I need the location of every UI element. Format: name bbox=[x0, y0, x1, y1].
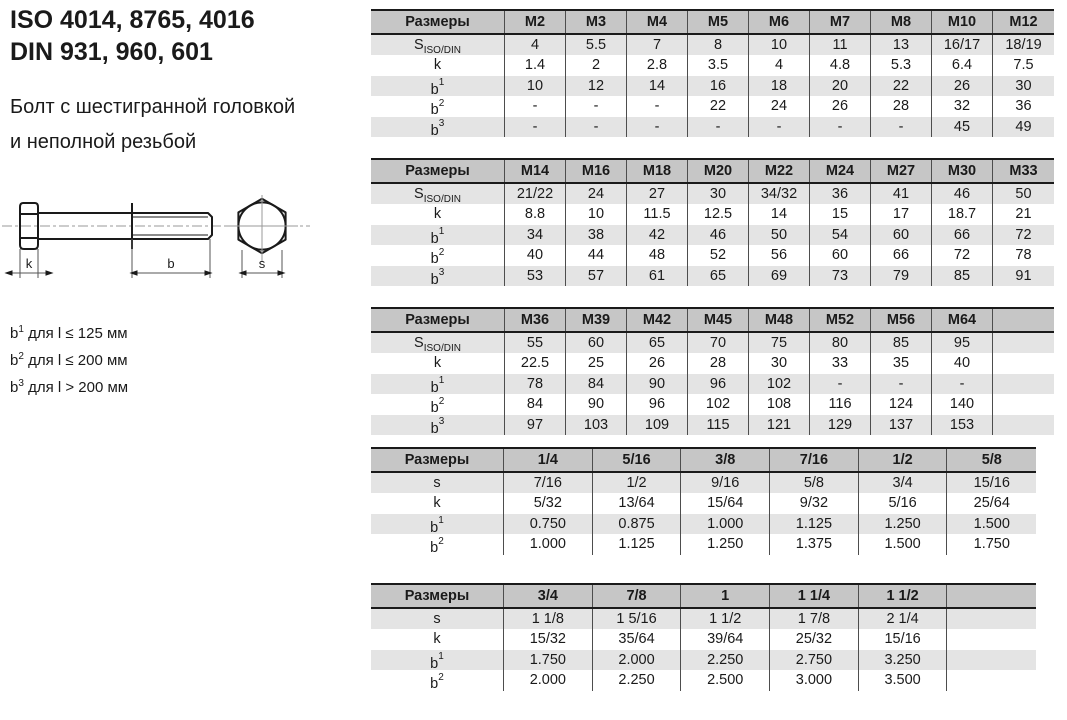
svg-text:b: b bbox=[167, 256, 174, 271]
svg-text:s: s bbox=[259, 256, 266, 271]
svg-text:k: k bbox=[26, 256, 33, 271]
